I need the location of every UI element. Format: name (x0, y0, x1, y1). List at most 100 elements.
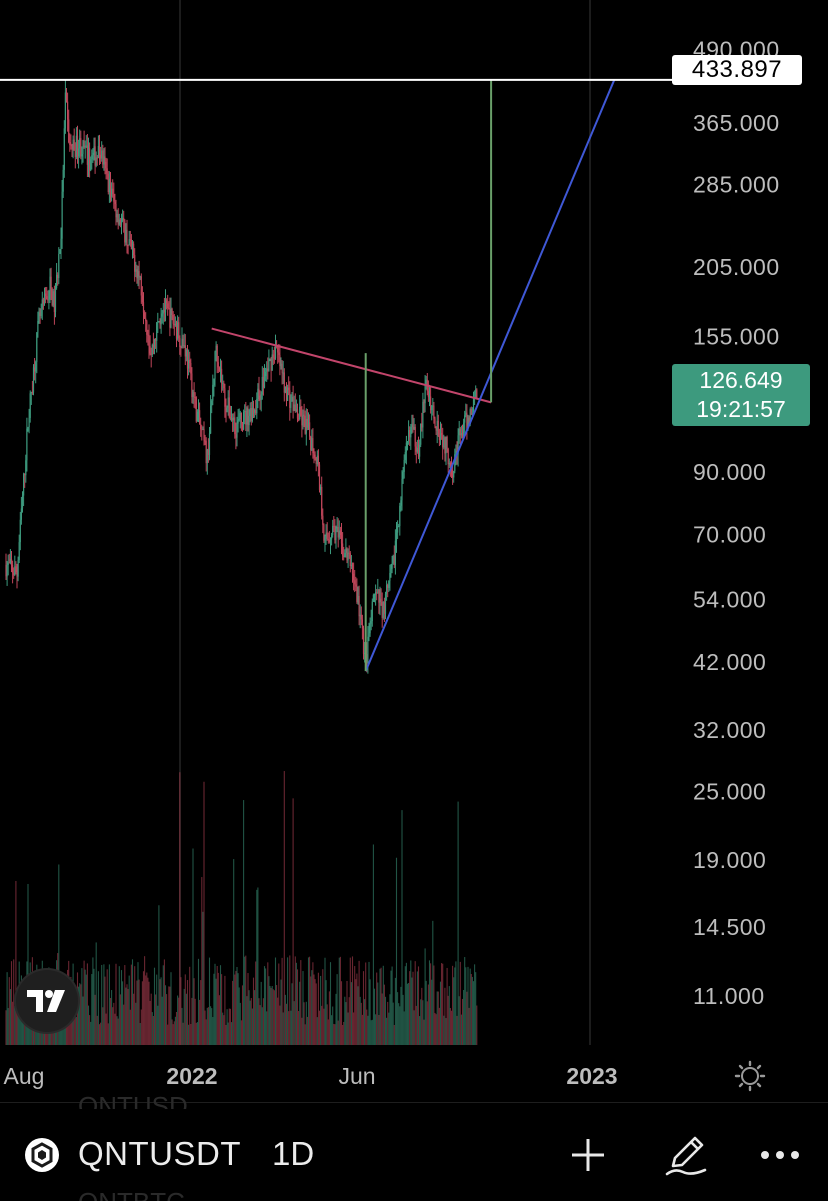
candle-body (195, 397, 197, 422)
volume-bar (269, 985, 271, 1045)
candle-body (241, 422, 244, 430)
volume-bar (465, 967, 467, 1045)
volume-bar (259, 1005, 261, 1045)
candle-body (89, 148, 91, 171)
candle-body (201, 429, 203, 431)
volume-bar (75, 1016, 77, 1045)
drawing-tools-button[interactable] (664, 1133, 708, 1177)
volume-bar (273, 990, 275, 1045)
candle-body (337, 526, 339, 538)
settings-gear-icon[interactable] (734, 1060, 766, 1092)
candle-body (18, 542, 20, 561)
candle-body (194, 396, 196, 398)
volume-bar (332, 1006, 334, 1045)
candle-body (378, 589, 380, 603)
candle-body (389, 573, 391, 582)
candle-body (40, 308, 42, 317)
candle-body (280, 363, 282, 367)
candle-body (210, 405, 212, 434)
volume-bar (373, 988, 376, 1045)
volume-bar (467, 966, 469, 1045)
candle-body (182, 338, 184, 347)
volume-bar (460, 1014, 462, 1045)
volume-bar (471, 976, 473, 1045)
volume-bar (388, 1012, 390, 1045)
more-button[interactable] (758, 1133, 802, 1177)
volume-bar (314, 979, 316, 1045)
volume-bar (238, 987, 240, 1045)
volume-bar (262, 998, 264, 1045)
volume-bar (185, 993, 187, 1045)
volume-bar (83, 960, 85, 1045)
bottom-toolbar: QNTUSD QNTUSDT 1D QNTBTC (0, 1091, 828, 1201)
volume-bar (54, 1020, 57, 1045)
candle-body (206, 449, 208, 464)
candle-body (142, 302, 145, 313)
candle-body (289, 390, 291, 408)
candle-body (5, 564, 7, 577)
candle-body (128, 239, 130, 246)
time-tick-label: Jun (338, 1063, 375, 1089)
volume-bar (246, 996, 248, 1045)
tradingview-logo-icon[interactable] (16, 970, 78, 1032)
volume-bar (279, 1005, 281, 1045)
time-axis[interactable]: Aug 2022 Jun 2023 (4, 1063, 618, 1089)
candles (5, 80, 478, 674)
volume-bar (234, 974, 236, 1045)
volume-bar (389, 994, 391, 1045)
volume-bar (287, 957, 289, 1045)
candle-body (52, 291, 54, 306)
candle-body (245, 410, 247, 425)
volume-bar (211, 1008, 213, 1045)
price-chart[interactable]: 490.000365.000285.000205.000155.00090.00… (0, 0, 828, 1100)
candle-body (329, 539, 332, 542)
price-axis[interactable]: 490.000365.000285.000205.000155.00090.00… (693, 37, 780, 1010)
candle-body (357, 596, 359, 602)
candle-body (327, 538, 329, 541)
volume-bar (235, 970, 237, 1045)
candle-body (150, 353, 152, 355)
candle-body (356, 586, 358, 602)
volume-bar (148, 981, 150, 1045)
volume-bar (386, 1017, 388, 1045)
candle-body (161, 313, 163, 317)
volume-bar (90, 1021, 92, 1045)
volume-bar (254, 990, 256, 1045)
candle-body (390, 568, 392, 574)
volume-bar (81, 968, 83, 1045)
candle-body (254, 409, 256, 413)
price-tick-label: 14.500 (693, 914, 766, 940)
candle-body (162, 309, 164, 314)
candle-body (284, 386, 286, 393)
volume-bar (315, 983, 317, 1045)
candle-body (177, 322, 179, 339)
volume-bar (420, 999, 422, 1045)
volume-bar (413, 1010, 415, 1045)
timeframe-selector[interactable]: 1D (272, 1135, 315, 1172)
price-tick-label: 155.000 (693, 323, 780, 349)
volume-bar (135, 1002, 137, 1045)
candle-body (406, 441, 409, 443)
volume-bar (384, 996, 387, 1045)
candle-body (155, 338, 157, 341)
candle-body (214, 351, 216, 380)
volume-bar (109, 997, 112, 1045)
add-button[interactable] (566, 1133, 610, 1177)
symbol-logo-icon (25, 1138, 59, 1172)
candle-body (442, 435, 444, 448)
candle-body (348, 552, 350, 554)
volume-bar (100, 1022, 102, 1045)
volume-bar (92, 957, 94, 1045)
candle-body (283, 372, 285, 393)
candle-body (174, 324, 176, 326)
volume-bar (101, 964, 103, 1045)
candle-body (63, 128, 65, 170)
candle-body (67, 101, 69, 120)
price-tick-label: 54.000 (693, 586, 766, 612)
candle-body (49, 276, 51, 291)
volume-bar (149, 1000, 151, 1045)
volume-bar (102, 1007, 104, 1045)
volume-bar (439, 981, 442, 1045)
symbol-name[interactable]: QNTUSDT (78, 1135, 241, 1172)
candle-body (73, 139, 75, 151)
